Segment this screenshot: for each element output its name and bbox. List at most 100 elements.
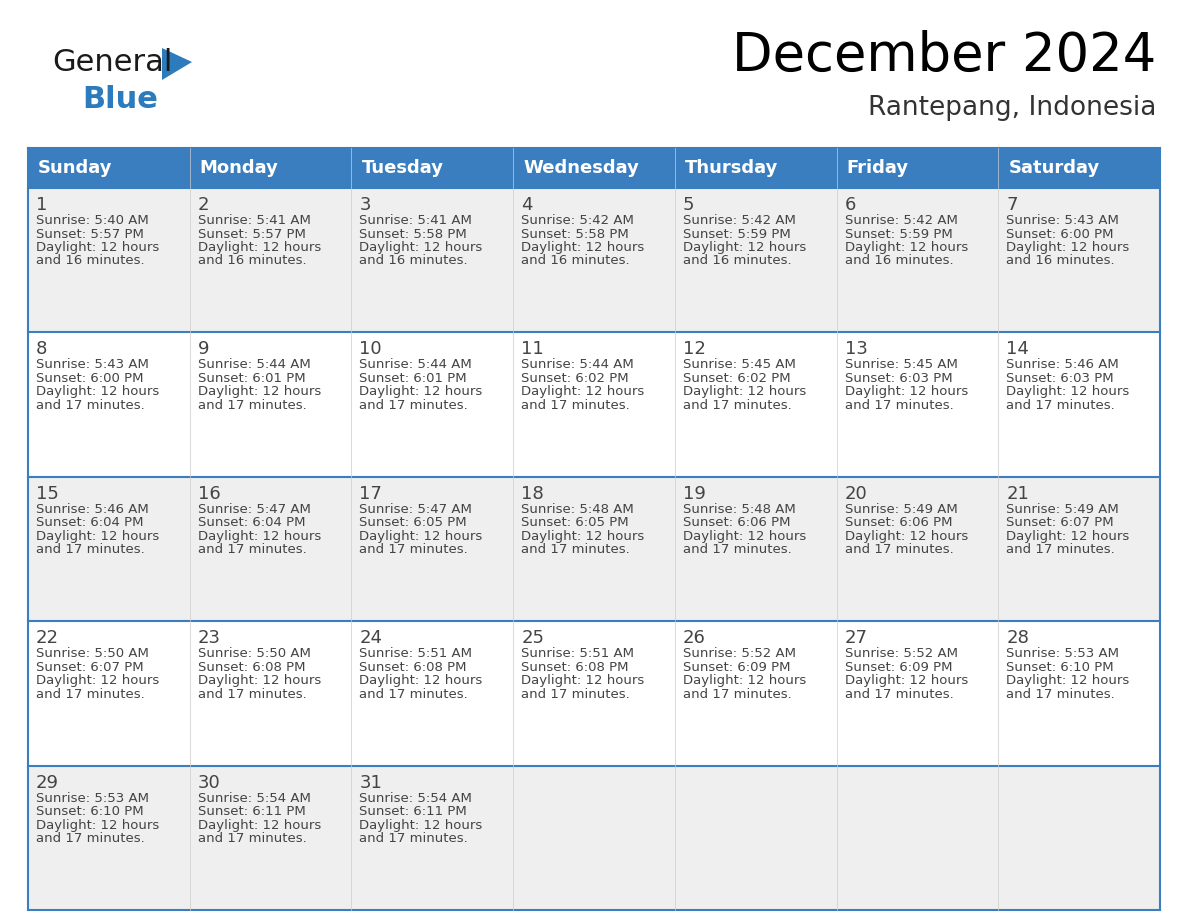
Text: 21: 21 (1006, 485, 1029, 503)
Text: and 16 minutes.: and 16 minutes. (360, 254, 468, 267)
Text: and 16 minutes.: and 16 minutes. (1006, 254, 1114, 267)
Text: Sunset: 6:09 PM: Sunset: 6:09 PM (845, 661, 952, 674)
Text: Sunday: Sunday (38, 159, 113, 177)
Text: Daylight: 12 hours: Daylight: 12 hours (1006, 530, 1130, 543)
Text: Sunrise: 5:51 AM: Sunrise: 5:51 AM (522, 647, 634, 660)
Text: and 17 minutes.: and 17 minutes. (197, 543, 307, 556)
Text: Daylight: 12 hours: Daylight: 12 hours (522, 674, 644, 688)
Text: and 17 minutes.: and 17 minutes. (845, 399, 953, 412)
Text: and 17 minutes.: and 17 minutes. (683, 543, 791, 556)
Text: Daylight: 12 hours: Daylight: 12 hours (36, 386, 159, 398)
Text: 13: 13 (845, 341, 867, 358)
Text: Rantepang, Indonesia: Rantepang, Indonesia (867, 95, 1156, 121)
Text: and 17 minutes.: and 17 minutes. (522, 543, 630, 556)
Text: and 17 minutes.: and 17 minutes. (683, 688, 791, 700)
Text: Daylight: 12 hours: Daylight: 12 hours (845, 241, 968, 254)
Text: Sunrise: 5:54 AM: Sunrise: 5:54 AM (197, 791, 310, 804)
Text: Daylight: 12 hours: Daylight: 12 hours (683, 530, 807, 543)
Text: Sunset: 5:59 PM: Sunset: 5:59 PM (683, 228, 790, 241)
Text: and 17 minutes.: and 17 minutes. (845, 688, 953, 700)
Text: and 17 minutes.: and 17 minutes. (36, 543, 145, 556)
Text: Daylight: 12 hours: Daylight: 12 hours (36, 241, 159, 254)
Text: 20: 20 (845, 485, 867, 503)
Text: Daylight: 12 hours: Daylight: 12 hours (36, 530, 159, 543)
Text: Sunrise: 5:51 AM: Sunrise: 5:51 AM (360, 647, 473, 660)
Text: and 16 minutes.: and 16 minutes. (522, 254, 630, 267)
Text: Sunset: 6:00 PM: Sunset: 6:00 PM (36, 372, 144, 385)
Text: and 17 minutes.: and 17 minutes. (197, 399, 307, 412)
Text: Sunset: 6:00 PM: Sunset: 6:00 PM (1006, 228, 1114, 241)
Text: Sunrise: 5:46 AM: Sunrise: 5:46 AM (36, 503, 148, 516)
Text: 31: 31 (360, 774, 383, 791)
Text: 19: 19 (683, 485, 706, 503)
Text: Daylight: 12 hours: Daylight: 12 hours (197, 386, 321, 398)
Text: 2: 2 (197, 196, 209, 214)
Text: Sunset: 6:08 PM: Sunset: 6:08 PM (360, 661, 467, 674)
Text: 15: 15 (36, 485, 59, 503)
Text: 16: 16 (197, 485, 221, 503)
Text: and 17 minutes.: and 17 minutes. (36, 399, 145, 412)
Text: Sunrise: 5:42 AM: Sunrise: 5:42 AM (683, 214, 796, 227)
Text: Sunset: 6:06 PM: Sunset: 6:06 PM (845, 516, 952, 530)
Bar (29, 148, 1159, 188)
Text: Daylight: 12 hours: Daylight: 12 hours (360, 819, 482, 832)
Text: Sunset: 6:08 PM: Sunset: 6:08 PM (522, 661, 628, 674)
Text: Sunrise: 5:41 AM: Sunrise: 5:41 AM (360, 214, 473, 227)
Text: and 16 minutes.: and 16 minutes. (845, 254, 953, 267)
Text: and 16 minutes.: and 16 minutes. (197, 254, 307, 267)
Text: Daylight: 12 hours: Daylight: 12 hours (36, 674, 159, 688)
Text: Blue: Blue (82, 85, 158, 114)
Text: and 17 minutes.: and 17 minutes. (683, 399, 791, 412)
Text: Daylight: 12 hours: Daylight: 12 hours (1006, 674, 1130, 688)
Text: Daylight: 12 hours: Daylight: 12 hours (845, 674, 968, 688)
Text: 5: 5 (683, 196, 694, 214)
Text: 18: 18 (522, 485, 544, 503)
Text: Daylight: 12 hours: Daylight: 12 hours (683, 674, 807, 688)
Text: 11: 11 (522, 341, 544, 358)
Text: Sunset: 6:11 PM: Sunset: 6:11 PM (360, 805, 467, 818)
Text: Sunset: 5:57 PM: Sunset: 5:57 PM (197, 228, 305, 241)
Text: and 17 minutes.: and 17 minutes. (36, 832, 145, 845)
Text: Sunrise: 5:52 AM: Sunrise: 5:52 AM (683, 647, 796, 660)
Text: Sunrise: 5:44 AM: Sunrise: 5:44 AM (522, 358, 634, 372)
Text: Sunrise: 5:54 AM: Sunrise: 5:54 AM (360, 791, 473, 804)
Text: Daylight: 12 hours: Daylight: 12 hours (1006, 386, 1130, 398)
Text: 12: 12 (683, 341, 706, 358)
Text: Sunset: 6:03 PM: Sunset: 6:03 PM (845, 372, 953, 385)
Text: Sunrise: 5:53 AM: Sunrise: 5:53 AM (1006, 647, 1119, 660)
Text: Sunset: 6:07 PM: Sunset: 6:07 PM (36, 661, 144, 674)
Text: and 17 minutes.: and 17 minutes. (1006, 688, 1116, 700)
Text: and 17 minutes.: and 17 minutes. (360, 543, 468, 556)
Text: and 17 minutes.: and 17 minutes. (845, 543, 953, 556)
Text: Sunset: 5:58 PM: Sunset: 5:58 PM (360, 228, 467, 241)
Text: and 17 minutes.: and 17 minutes. (360, 399, 468, 412)
Text: Sunrise: 5:43 AM: Sunrise: 5:43 AM (36, 358, 148, 372)
Text: Saturday: Saturday (1009, 159, 1100, 177)
Text: Sunset: 5:59 PM: Sunset: 5:59 PM (845, 228, 953, 241)
Text: Daylight: 12 hours: Daylight: 12 hours (197, 819, 321, 832)
Text: 4: 4 (522, 196, 532, 214)
Text: Daylight: 12 hours: Daylight: 12 hours (360, 241, 482, 254)
Text: 10: 10 (360, 341, 383, 358)
Text: Sunset: 5:57 PM: Sunset: 5:57 PM (36, 228, 144, 241)
Text: Sunset: 5:58 PM: Sunset: 5:58 PM (522, 228, 628, 241)
Text: and 17 minutes.: and 17 minutes. (522, 688, 630, 700)
Text: Sunset: 6:05 PM: Sunset: 6:05 PM (360, 516, 467, 530)
Text: Sunset: 6:01 PM: Sunset: 6:01 PM (360, 372, 467, 385)
Text: Sunset: 6:02 PM: Sunset: 6:02 PM (522, 372, 628, 385)
Text: Sunrise: 5:44 AM: Sunrise: 5:44 AM (197, 358, 310, 372)
Text: 1: 1 (36, 196, 48, 214)
Text: 6: 6 (845, 196, 855, 214)
Text: Sunrise: 5:48 AM: Sunrise: 5:48 AM (683, 503, 796, 516)
Text: 7: 7 (1006, 196, 1018, 214)
Text: Daylight: 12 hours: Daylight: 12 hours (683, 241, 807, 254)
Text: December 2024: December 2024 (732, 30, 1156, 82)
Text: Sunrise: 5:43 AM: Sunrise: 5:43 AM (1006, 214, 1119, 227)
Text: Sunrise: 5:52 AM: Sunrise: 5:52 AM (845, 647, 958, 660)
Text: Sunrise: 5:45 AM: Sunrise: 5:45 AM (845, 358, 958, 372)
Text: and 16 minutes.: and 16 minutes. (683, 254, 791, 267)
Text: 23: 23 (197, 629, 221, 647)
Text: Sunrise: 5:49 AM: Sunrise: 5:49 AM (845, 503, 958, 516)
Text: Sunrise: 5:48 AM: Sunrise: 5:48 AM (522, 503, 634, 516)
Text: Daylight: 12 hours: Daylight: 12 hours (522, 241, 644, 254)
